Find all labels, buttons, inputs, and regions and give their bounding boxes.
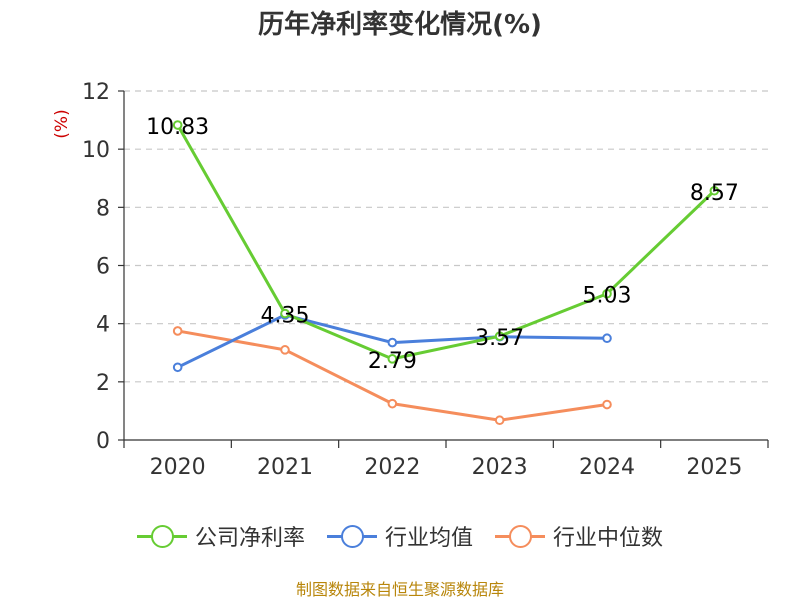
x-tick-label-2023: 2023 (472, 455, 528, 480)
legend-item-company-net-margin[interactable]: 公司净利率 (136, 520, 305, 552)
legend-swatch-industry-average (326, 524, 377, 548)
x-tick-label-2022: 2022 (364, 455, 420, 480)
data-labels: 10.83 4.35 2.79 3.57 5.03 8.57 (146, 115, 739, 374)
x-tick-label-2024: 2024 (579, 455, 635, 480)
data-point-s0-2022 (387, 354, 398, 364)
legend-swatch-company-net-margin (136, 524, 187, 548)
data-point-s1-2024 (602, 333, 612, 344)
axes: 0 2 4 6 8 10 12 2020 2021 2022 2023 2024 2025 (82, 80, 769, 480)
data-source-footer: 制图数据来自恒生聚源数据库 (295, 580, 504, 599)
legend-item-industry-median[interactable]: 行业中位数 (495, 520, 663, 552)
data-point-s0-2025 (709, 185, 720, 196)
data-point-s2-2023 (494, 415, 505, 426)
y-tick-label-4: 4 (96, 313, 110, 338)
y-tick-label-8: 8 (96, 196, 110, 221)
y-tick-label-6: 6 (96, 255, 110, 280)
data-point-s1-2020 (172, 362, 183, 373)
data-point-s0-2024 (602, 288, 612, 299)
data-point-s0-2021 (280, 308, 290, 319)
series-line-0 (176, 124, 716, 361)
data-label-2021: 4.35 (261, 303, 310, 328)
chart-title: 历年净利率变化情况(%) (258, 10, 542, 40)
grid-lines (124, 90, 768, 383)
data-label-2024: 5.03 (583, 284, 632, 309)
data-point-s0-2023 (494, 331, 505, 341)
data-point-s2-2024 (602, 399, 612, 410)
legend-label-company-net-margin: 公司净利率 (194, 526, 305, 551)
legend-label-industry-median: 行业中位数 (553, 526, 664, 551)
y-tick-label-0: 0 (96, 429, 110, 454)
legend-swatch-industry-median (495, 524, 545, 548)
x-tick-label-2021: 2021 (257, 455, 313, 480)
data-label-2022: 2.79 (368, 349, 417, 374)
legend-item-industry-average[interactable]: 行业均值 (326, 520, 473, 552)
data-label-2025: 8.57 (690, 181, 739, 206)
y-tick-label-2: 2 (96, 371, 110, 396)
y-tick-label-12: 12 (82, 80, 110, 105)
y-tick-label-10: 10 (82, 138, 110, 163)
data-label-2020: 10.83 (146, 115, 209, 140)
x-tick-label-2025: 2025 (686, 455, 742, 480)
series-lines (172, 120, 720, 426)
legend: 公司净利率 行业均值 行业中位数 (0, 520, 800, 552)
data-point-s1-2022 (387, 337, 398, 348)
data-point-s0-2020 (172, 120, 183, 130)
data-label-2023: 3.57 (475, 326, 524, 351)
legend-label-industry-average: 行业均值 (384, 526, 473, 551)
data-point-s2-2020 (172, 326, 183, 336)
data-point-s2-2021 (280, 345, 290, 355)
x-tick-label-2020: 2020 (150, 455, 206, 480)
data-point-s2-2022 (387, 398, 398, 409)
